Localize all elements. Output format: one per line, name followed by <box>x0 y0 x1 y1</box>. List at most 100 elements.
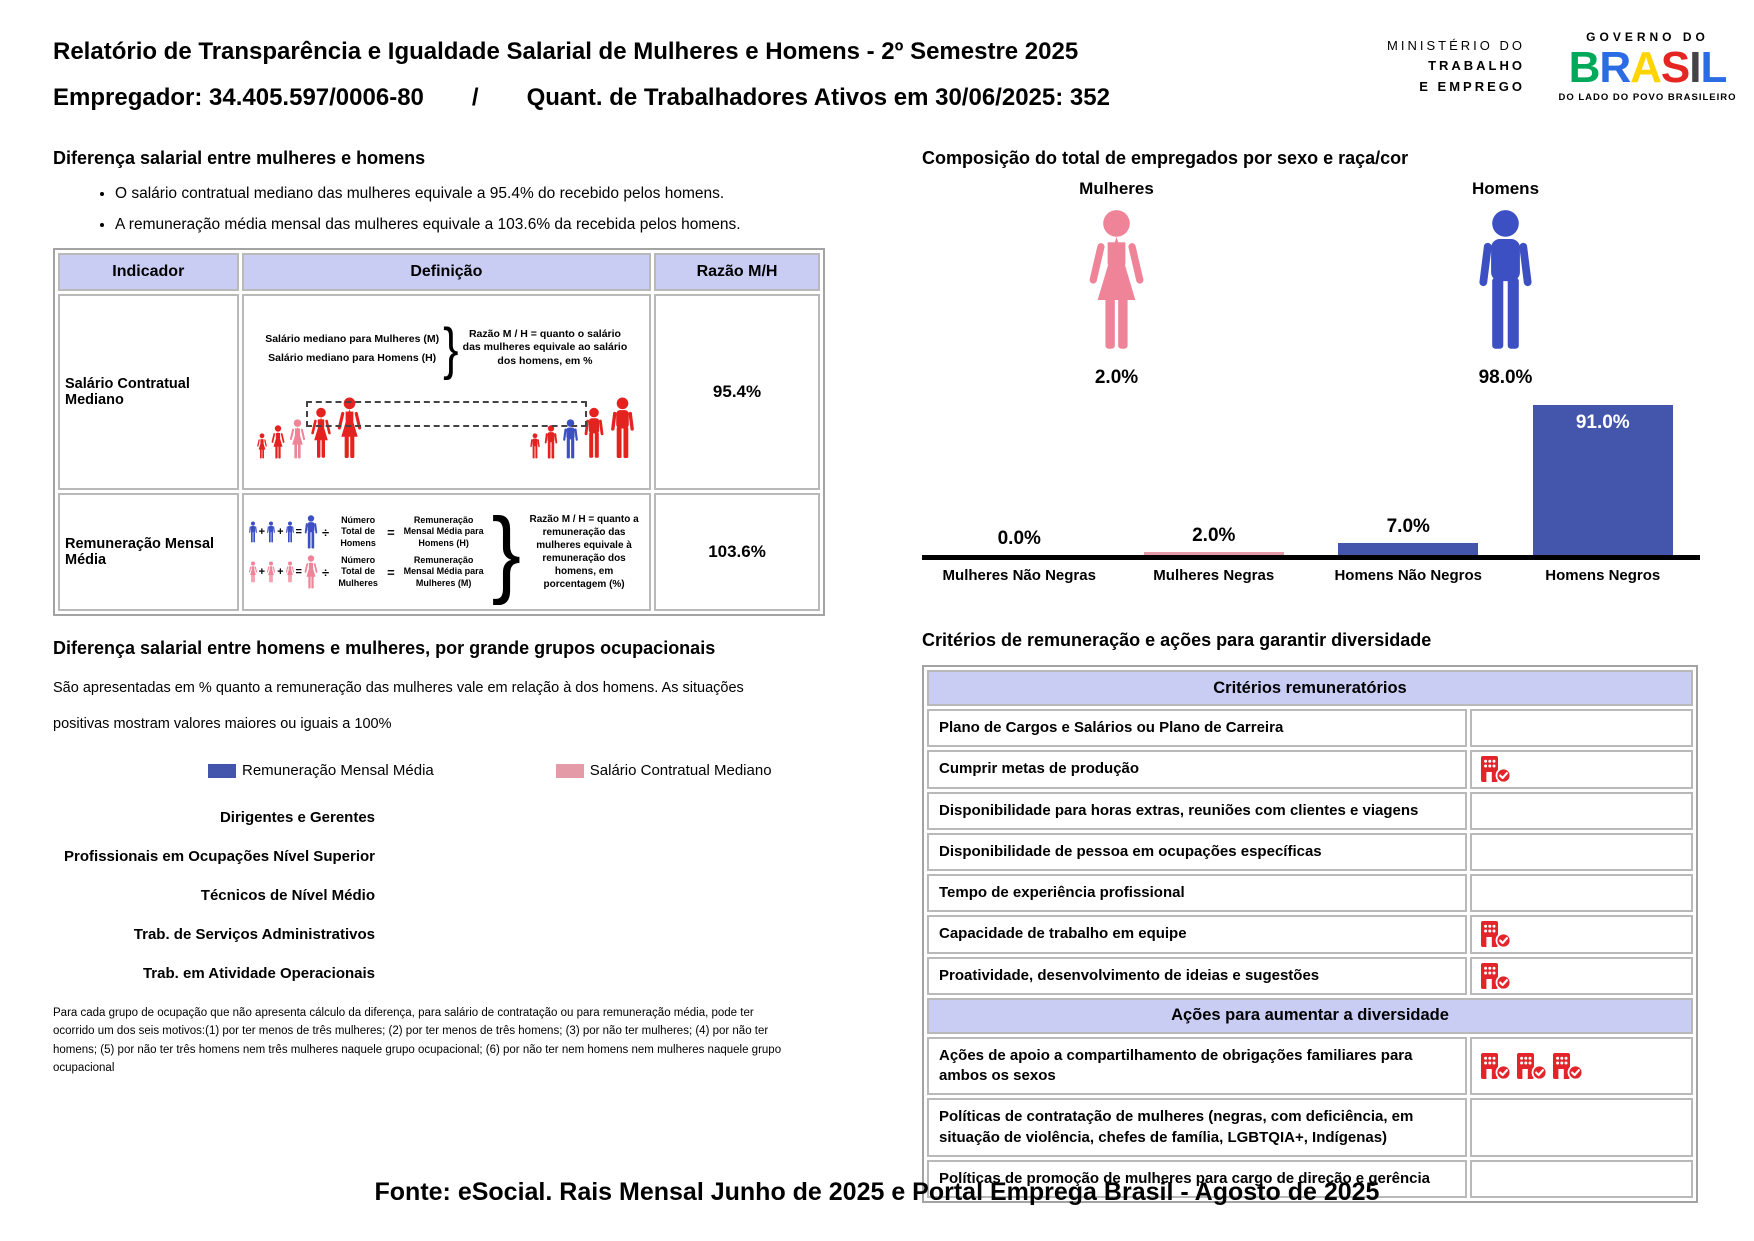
section-title: Diferença salarial entre mulheres e home… <box>53 148 426 168</box>
bar-slot: 2.0% <box>1117 525 1312 555</box>
gender-row: Mulheres 2.0% Homens 98.0% <box>922 179 1700 389</box>
indicator-table: Indicador Definição Razão M/H Salário Co… <box>53 248 825 616</box>
bullet-average-pay: A remuneração média mensal das mulheres … <box>115 216 825 234</box>
woman-icon <box>304 555 318 589</box>
occupation-category-label: Profissionais em Ocupações Nível Superio… <box>64 848 375 866</box>
x-axis-line <box>922 555 1700 560</box>
criteria-label: Disponibilidade de pessoa em ocupações e… <box>927 832 1467 871</box>
divide-sign: ÷ <box>321 524 330 540</box>
criteria-marks <box>1470 1098 1693 1157</box>
bar-value-label: 91.0% <box>1575 412 1630 433</box>
woman-icon <box>337 397 361 458</box>
bar <box>1143 552 1284 555</box>
male-percentage: 98.0% <box>1478 367 1533 388</box>
occupation-category-label: Trab. em Atividade Operacionais <box>142 965 375 983</box>
occupational-description: São apresentadas em % quanto a remuneraç… <box>53 680 744 732</box>
bar-category-label: Mulheres Negras <box>1153 567 1275 584</box>
man-icon <box>304 515 318 549</box>
women-figure-group <box>256 397 364 459</box>
criteria-section-header-row: Critérios remuneratórios <box>927 670 1693 706</box>
legend-swatch-blue <box>208 763 236 778</box>
legend-item-remuneracao: Remuneração Mensal Média <box>208 762 434 779</box>
criteria-table: Critérios remuneratórios Plano de Cargos … <box>922 665 1698 1203</box>
equals-sign: = <box>387 524 395 540</box>
ratio-value: 95.4% <box>654 294 820 490</box>
bar-value-label: 0.0% <box>997 528 1041 549</box>
men-figure-group <box>529 397 637 459</box>
active-workers-count: Quant. de Trabalhadores Ativos em 30/06/… <box>526 84 1110 111</box>
col-header-razao: Razão M/H <box>654 253 820 291</box>
gov-brasil-word: BRASIL <box>1568 43 1728 92</box>
woman-icon <box>271 425 285 459</box>
bar-slot: 91.0% <box>1506 405 1701 555</box>
criteria-row: Disponibilidade para horas extras, reuni… <box>927 791 1693 830</box>
occupational-section: Diferença salarial entre homens e mulher… <box>53 638 825 1078</box>
section-title: Diferença salarial entre homens e mulher… <box>53 638 716 658</box>
company-check-icon <box>1481 962 1512 991</box>
criteria-marks <box>1470 956 1693 995</box>
legend-label: Remuneração Mensal Média <box>242 762 434 780</box>
brace-glyph: } <box>443 315 459 381</box>
criteria-row: Tempo de experiência profissional <box>927 874 1693 913</box>
woman-icon <box>1089 210 1144 349</box>
ratio-value: 103.6% <box>654 493 820 611</box>
bar-slot: 0.0% <box>922 528 1117 555</box>
ratio-definition-note: Razão M / H = quanto a remuneração das m… <box>529 514 639 590</box>
criteria-section-header-row: Ações para aumentar a diversidade <box>927 997 1693 1034</box>
criteria-row: Políticas de promoção de mulheres para c… <box>927 1159 1693 1198</box>
median-range-box <box>305 401 588 427</box>
ministry-line2: TRABALHO <box>1428 58 1525 74</box>
women-total-label: Número Total de Mulheres <box>338 555 378 588</box>
ministry-logo: MINISTÉRIO DO TRABALHO E EMPREGO <box>1387 36 1525 96</box>
man-icon <box>530 433 540 459</box>
criteria-label: Ações de apoio a compartilhamento de obr… <box>927 1036 1467 1096</box>
men-average-formula: + + = ÷ Número Total de Homens = Remuner… <box>248 515 490 549</box>
bar-category-label: Homens Negros <box>1545 567 1661 584</box>
ministry-line1: MINISTÉRIO DO <box>1387 38 1525 54</box>
chart-legend: Remuneração Mensal Média Salário Contrat… <box>53 762 825 779</box>
definition-cell: Salário mediano para Mulheres (M) Salári… <box>241 294 652 490</box>
man-icon <box>611 397 634 458</box>
logos: MINISTÉRIO DO TRABALHO E EMPREGO GOVERNO… <box>1387 30 1740 103</box>
man-icon <box>285 521 294 543</box>
equals-sign: = <box>387 564 395 580</box>
company-check-icon <box>1481 921 1512 949</box>
row-remuneracao-mensal-media: Remuneração Mensal Média + + = <box>58 493 820 611</box>
criteria-label: Capacidade de trabalho em equipe <box>927 915 1467 954</box>
bar-category-label: Mulheres Não Negras <box>942 567 1096 584</box>
female-label: Mulheres <box>1079 179 1154 198</box>
criteria-label: Proatividade, desenvolvimento de ideias … <box>927 956 1467 995</box>
woman-icon <box>248 561 257 583</box>
criteria-row: Plano de Cargos e Salários ou Plano de C… <box>927 709 1693 748</box>
median-comparison-figures <box>248 379 645 459</box>
bar-category-label: Homens Não Negros <box>1334 567 1483 584</box>
legend-label: Salário Contratual Mediano <box>589 762 772 780</box>
criteria-marks <box>1470 750 1693 789</box>
section-title: Critérios de remuneração e ações para ga… <box>922 630 1432 650</box>
women-sum-icons: + + = <box>248 555 319 589</box>
female-percentage: 2.0% <box>1094 367 1139 388</box>
company-check-icon <box>1517 1053 1548 1081</box>
men-sum-icons: + + = <box>248 515 319 549</box>
gov-logo-top: GOVERNO DO <box>1586 30 1709 44</box>
bar <box>1338 543 1479 555</box>
criteria-row: Políticas de contratação de mulheres (ne… <box>927 1098 1693 1157</box>
occupation-category-label: Dirigentes e Gerentes <box>219 809 375 827</box>
occupational-footnote: Para cada grupo de ocupação que não apre… <box>53 1007 782 1075</box>
criteria-label: Políticas de promoção de mulheres para c… <box>927 1159 1467 1198</box>
criteria-label: Políticas de contratação de mulheres (ne… <box>927 1098 1467 1157</box>
divide-sign: ÷ <box>321 564 330 580</box>
subtitle-separator: / <box>471 84 479 111</box>
median-women-line: Salário mediano para Mulheres (M) <box>265 332 440 345</box>
indicator-table-header-row: Indicador Definição Razão M/H <box>58 253 820 291</box>
composition-categories: Mulheres Não Negras Mulheres Negras Homens… <box>922 560 1700 584</box>
man-icon <box>248 521 257 543</box>
composition-bars: 0.0% 2.0% 7.0% 91.0% <box>922 391 1700 555</box>
bar-value-label: 7.0% <box>1386 516 1430 537</box>
ratio-definition-note: Razão M / H = quanto o salário das mulhe… <box>462 327 628 367</box>
criteria-table-body: Critérios remuneratórios Plano de Cargos … <box>927 670 1693 1198</box>
criteria-row: Ações de apoio a compartilhamento de obr… <box>927 1036 1693 1096</box>
col-header-definicao: Definição <box>241 253 652 291</box>
gov-logo-tagline: DO LADO DO POVO BRASILEIRO <box>1558 92 1737 103</box>
